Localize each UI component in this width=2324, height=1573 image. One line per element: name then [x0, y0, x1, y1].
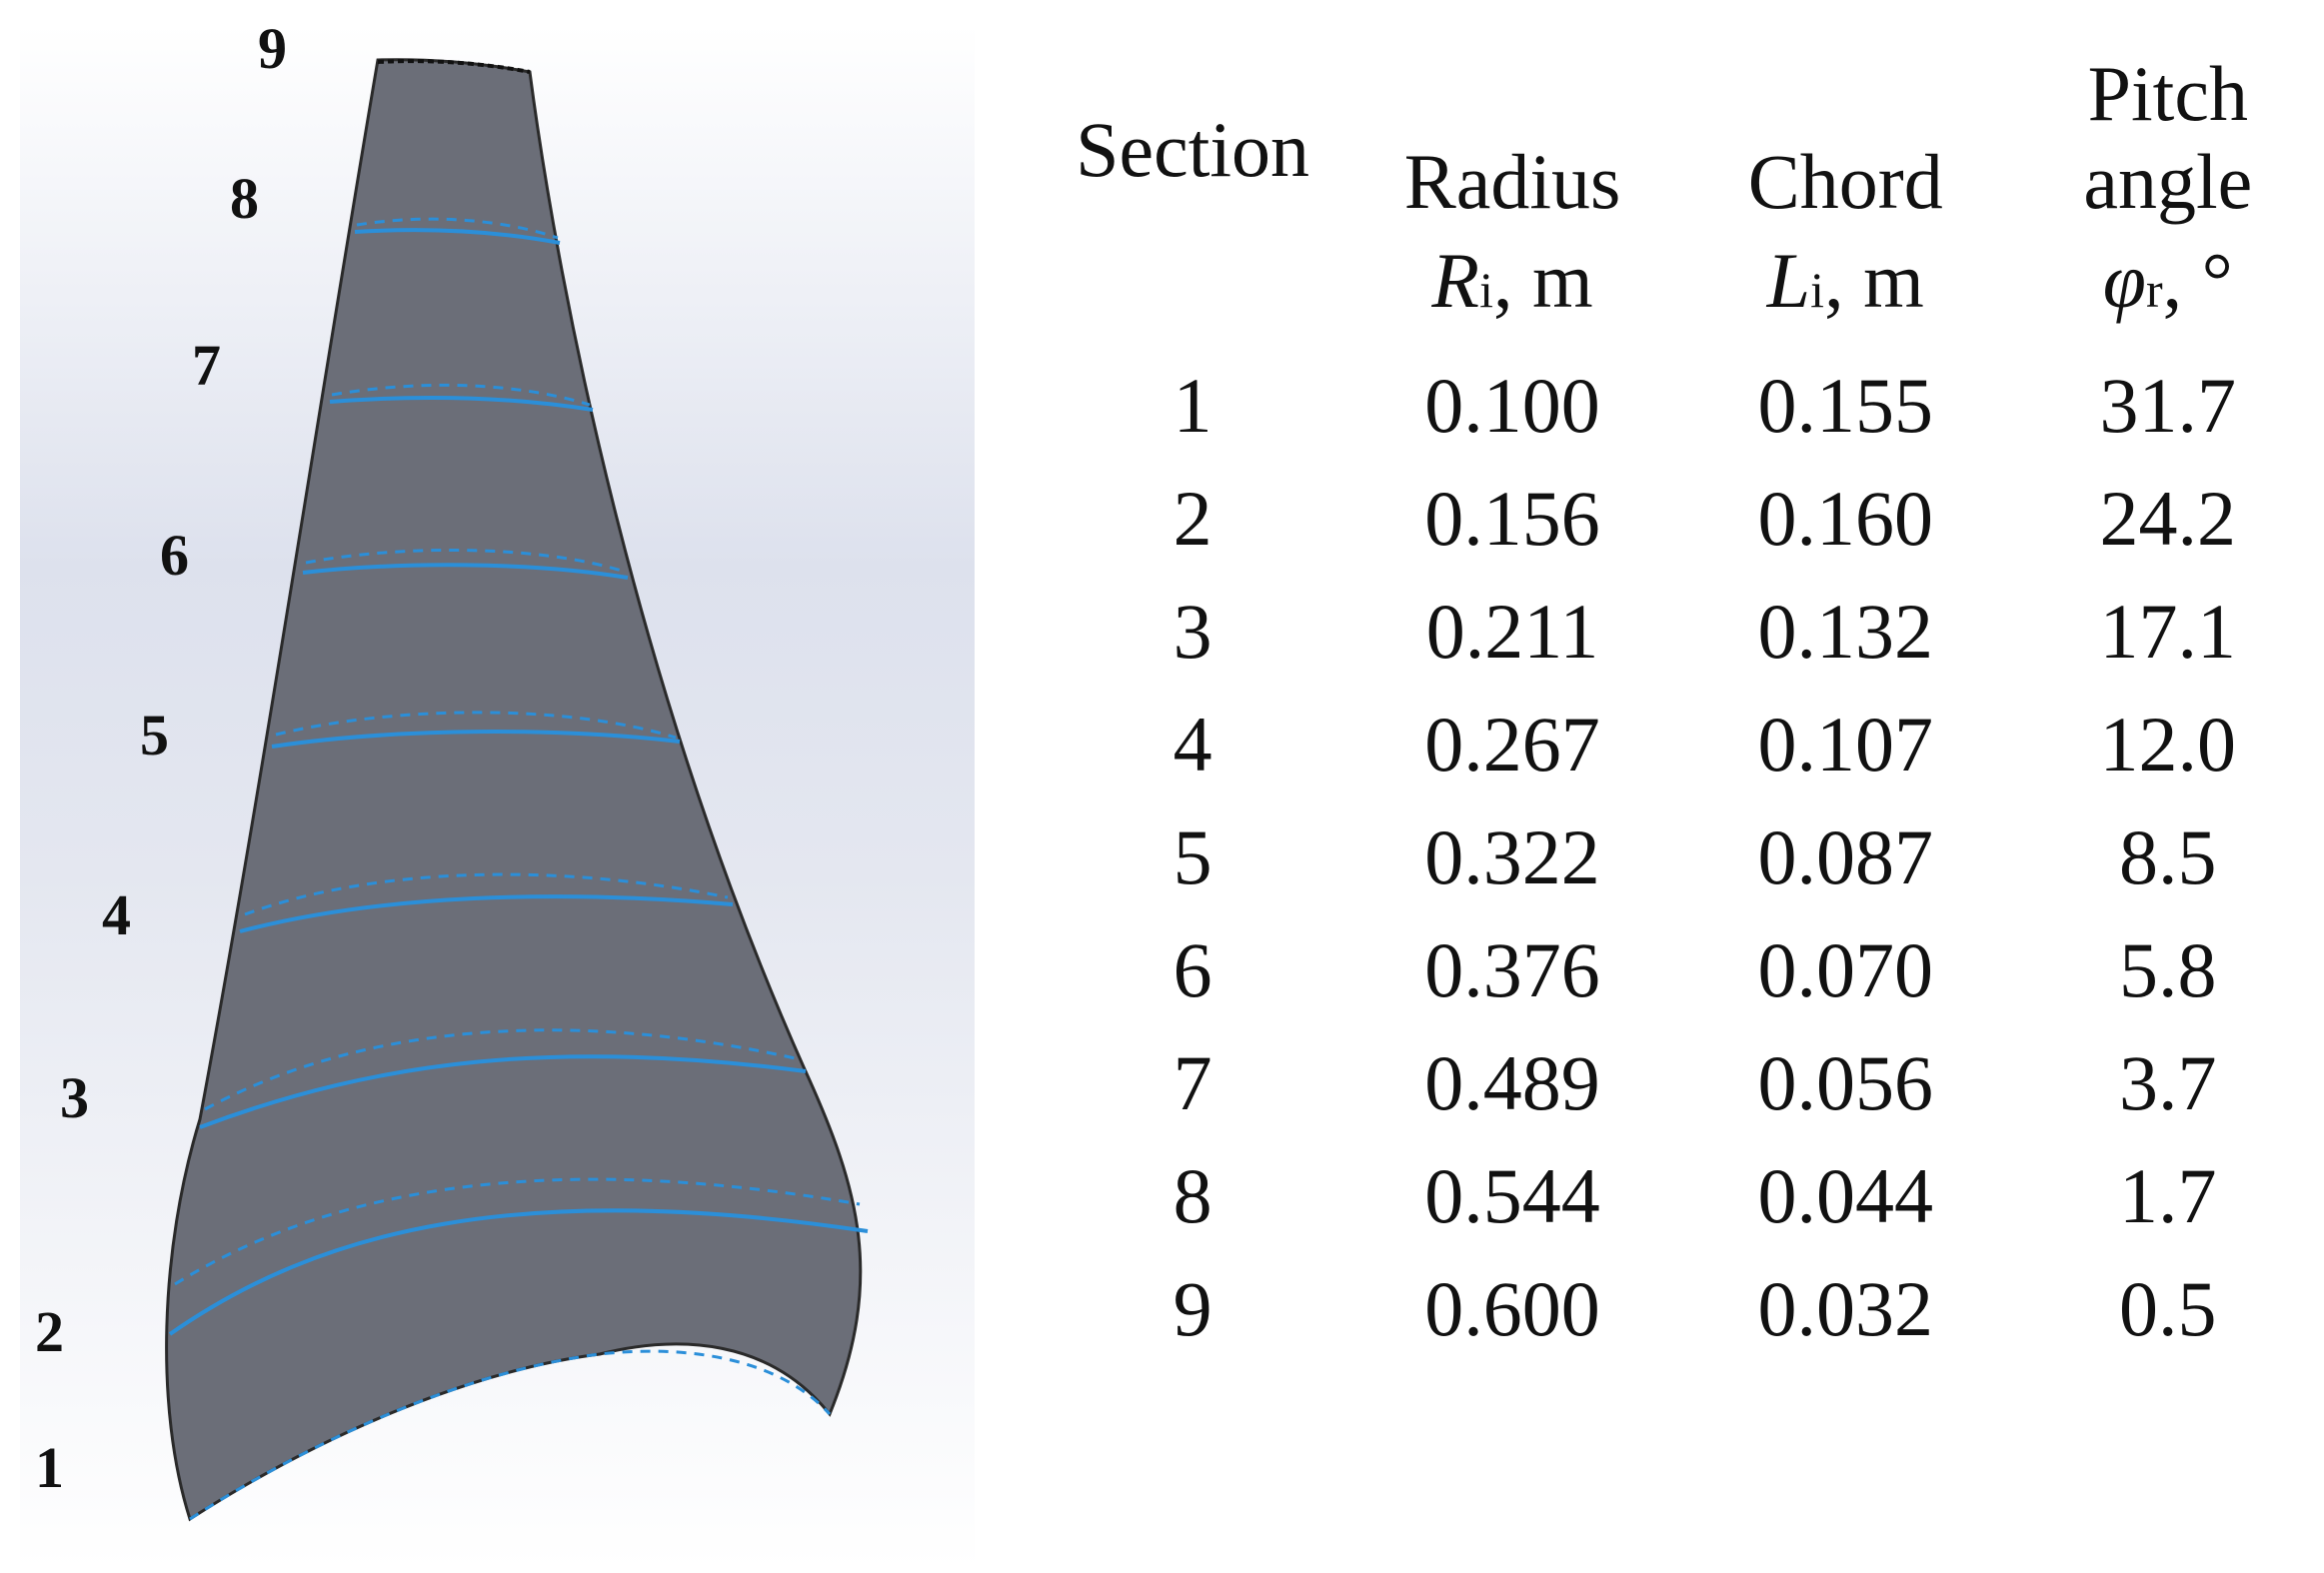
cell-section: 2: [1172, 475, 1212, 562]
cell-section: 1: [1172, 362, 1212, 449]
cell-radius: 0.322: [1424, 813, 1600, 900]
section-label-6: 6: [160, 523, 189, 588]
blade-render: 1 2 3 4 5 6 7 8 9: [20, 16, 975, 1569]
cell-pitch: 3.7: [2119, 1039, 2217, 1126]
unit-pitch: φr, °: [2012, 237, 2324, 349]
cell-radius: 0.376: [1424, 926, 1600, 1013]
table-body: 1 0.100 0.155 31.7 2 0.156 0.160 24.2 3 …: [1040, 349, 2324, 1365]
section-line-6-dashed: [305, 548, 626, 574]
cell-chord: 0.044: [1757, 1152, 1934, 1239]
cell-chord: 0.032: [1757, 1265, 1934, 1352]
radius-unit: , m: [1492, 237, 1593, 324]
cell-radius: 0.544: [1424, 1152, 1600, 1239]
table-header: Section Radius Chord Pitch angle Ri, m: [1040, 10, 2324, 349]
cell-radius: 0.156: [1424, 475, 1600, 562]
section-label-3: 3: [60, 1065, 89, 1130]
pitch-subscript: r: [2145, 262, 2163, 318]
section-line-8-solid: [354, 228, 561, 245]
header-radius-text: Radius: [1403, 137, 1621, 225]
section-label-9: 9: [258, 16, 287, 81]
section-line-6-solid: [302, 563, 629, 580]
cell-chord: 0.107: [1757, 701, 1934, 787]
cell-radius: 0.211: [1425, 588, 1599, 675]
table-row: 7 0.489 0.056 3.7: [1040, 1026, 2324, 1139]
table-row: 1 0.100 0.155 31.7: [1040, 349, 2324, 462]
blade-parameter-table: Section Radius Chord Pitch angle Ri, m: [1040, 10, 2324, 1365]
table-row: 9 0.600 0.032 0.5: [1040, 1252, 2324, 1365]
section-label-1: 1: [35, 1435, 64, 1500]
table-row: 5 0.322 0.087 8.5: [1040, 800, 2324, 913]
cell-chord: 0.056: [1757, 1039, 1934, 1126]
cell-chord: 0.155: [1757, 362, 1934, 449]
header-section-text: Section: [1076, 105, 1310, 193]
table-row: 4 0.267 0.107 12.0: [1040, 688, 2324, 800]
unit-radius: Ri, m: [1345, 237, 1679, 349]
cell-section: 7: [1172, 1039, 1212, 1126]
section-line-4-solid: [239, 894, 734, 933]
section-label-2: 2: [35, 1299, 64, 1364]
cell-pitch: 0.5: [2119, 1265, 2217, 1352]
cell-radius: 0.489: [1424, 1039, 1600, 1126]
section-line-3-dashed: [204, 1028, 801, 1111]
section-line-7-solid: [329, 396, 594, 412]
unit-chord: Li, m: [1679, 237, 2012, 349]
cell-chord: 0.132: [1757, 588, 1934, 675]
section-label-5: 5: [140, 703, 169, 768]
section-line-7-dashed: [331, 383, 591, 407]
cell-section: 6: [1172, 926, 1212, 1013]
cell-section: 8: [1172, 1152, 1212, 1239]
cell-pitch: 5.8: [2119, 926, 2217, 1013]
blade-render-panel: 1 2 3 4 5 6 7 8 9: [0, 0, 980, 1573]
cell-section: 4: [1172, 701, 1212, 787]
cell-chord: 0.087: [1757, 813, 1934, 900]
header-pitch-line2: angle: [2083, 137, 2253, 225]
header-chord: Chord: [1679, 10, 2012, 237]
radius-symbol: R: [1431, 237, 1480, 324]
pitch-unit: , °: [2162, 237, 2233, 324]
radius-subscript: i: [1479, 262, 1493, 318]
header-chord-text: Chord: [1747, 137, 1943, 225]
table-row: 8 0.544 0.044 1.7: [1040, 1139, 2324, 1252]
cell-chord: 0.070: [1757, 926, 1934, 1013]
cell-pitch: 17.1: [2099, 588, 2237, 675]
cell-pitch: 8.5: [2119, 813, 2217, 900]
header-radius: Radius: [1345, 10, 1679, 237]
header-pitch-line1: Pitch: [2087, 50, 2248, 138]
section-line-4-dashed: [244, 872, 729, 916]
chord-unit: , m: [1824, 237, 1924, 324]
pitch-symbol: φ: [2102, 237, 2146, 324]
cell-pitch: 24.2: [2099, 475, 2237, 562]
section-line-8-dashed: [356, 217, 559, 240]
chord-subscript: i: [1810, 262, 1825, 318]
section-line-5-solid: [271, 730, 681, 749]
cell-section: 5: [1172, 813, 1212, 900]
cell-pitch: 31.7: [2099, 362, 2237, 449]
section-line-2-solid: [168, 1208, 869, 1336]
tip-edge-line: [377, 59, 531, 74]
section-label-8: 8: [230, 166, 259, 231]
cell-pitch: 12.0: [2099, 701, 2237, 787]
cell-radius: 0.600: [1424, 1265, 1600, 1352]
section-label-4: 4: [102, 882, 131, 947]
header-row-names: Section Radius Chord Pitch angle: [1040, 10, 2324, 237]
header-pitch-angle: Pitch angle: [2012, 10, 2324, 237]
cell-radius: 0.100: [1424, 362, 1600, 449]
header-row-units: Ri, m Li, m φr, °: [1040, 237, 2324, 349]
root-edge-line: [189, 1349, 832, 1521]
section-line-3-solid: [199, 1054, 807, 1129]
cell-pitch: 1.7: [2119, 1152, 2217, 1239]
chord-symbol: L: [1766, 237, 1811, 324]
cell-chord: 0.160: [1757, 475, 1934, 562]
table-row: 6 0.376 0.070 5.8: [1040, 913, 2324, 1026]
table-row: 3 0.211 0.132 17.1: [1040, 575, 2324, 688]
cell-radius: 0.267: [1424, 701, 1600, 787]
cell-section: 3: [1172, 588, 1212, 675]
section-line-2-dashed: [174, 1177, 861, 1286]
table-row: 2 0.156 0.160 24.2: [1040, 462, 2324, 575]
section-label-7: 7: [192, 333, 221, 398]
header-section: Section: [1040, 10, 1345, 349]
cell-section: 9: [1172, 1265, 1212, 1352]
